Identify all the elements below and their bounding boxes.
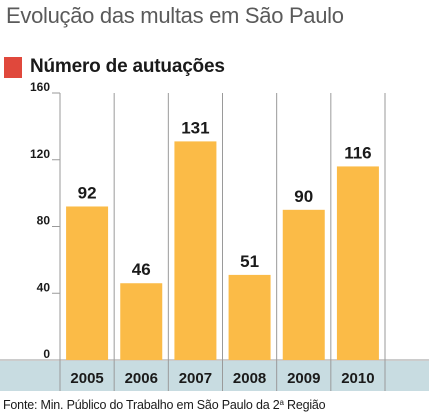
y-tick-label: 120 <box>30 147 50 161</box>
x-tick-label-2008: 2008 <box>233 370 266 387</box>
bar-2010 <box>336 166 379 360</box>
x-tick-label-2005: 2005 <box>70 370 103 387</box>
data-label-2007: 131 <box>181 118 209 137</box>
source-note: Fonte: Min. Público do Trabalho em São P… <box>3 398 326 412</box>
source-suffix: Região <box>283 398 326 412</box>
source-text: Fonte: Min. Público do Trabalho em São P… <box>3 398 280 412</box>
chart-subtitle: Número de autuações <box>4 55 225 79</box>
page-title: Evolução das multas em São Paulo <box>6 3 344 28</box>
y-tick-label: 160 <box>30 80 50 94</box>
y-tick-label: 40 <box>37 280 51 294</box>
data-label-2010: 116 <box>344 143 371 162</box>
bar-2008 <box>228 274 271 360</box>
bar-2006 <box>120 283 163 360</box>
data-label-2009: 90 <box>294 187 313 206</box>
data-label-2008: 51 <box>240 252 259 271</box>
data-label-2006: 46 <box>132 260 151 279</box>
x-tick-label-2010: 2010 <box>341 370 374 387</box>
x-tick-label-2006: 2006 <box>125 370 158 387</box>
bar-2007 <box>174 141 217 360</box>
chart-title: Número de autuações <box>30 56 225 77</box>
bar-2005 <box>66 206 109 360</box>
y-tick-label: 80 <box>37 214 51 228</box>
x-tick-label-2009: 2009 <box>287 370 320 387</box>
bar-2009 <box>282 209 325 360</box>
subtitle-marker-icon <box>4 56 22 78</box>
x-tick-label-2007: 2007 <box>179 370 212 387</box>
x-axis-band <box>0 361 429 391</box>
source-superscript: a <box>279 398 284 407</box>
y-tick-label: 0 <box>43 347 50 361</box>
data-label-2005: 92 <box>78 183 97 202</box>
